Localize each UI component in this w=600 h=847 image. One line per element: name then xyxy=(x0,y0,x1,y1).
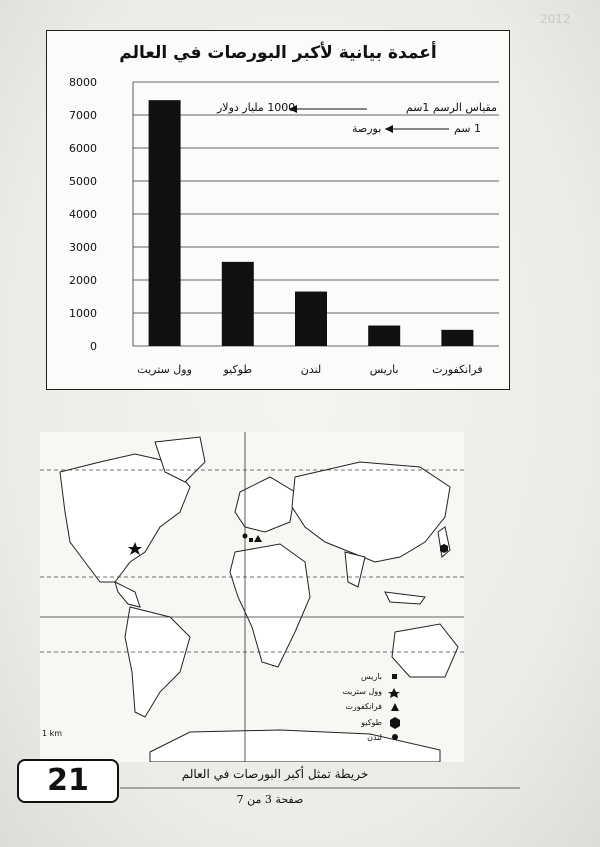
legend-paris-label: باريس xyxy=(361,672,382,681)
scale-note-2-right: بورصة xyxy=(352,122,382,135)
london-circle-icon xyxy=(242,533,248,539)
antarctica-shape xyxy=(149,729,441,762)
x-tick-label-4: فرانكفورت xyxy=(432,363,482,376)
scale-note-1-left: مقياس الرسم 1سم xyxy=(405,101,497,114)
question-number-badge: 21 xyxy=(17,759,119,803)
tokyo-hexagon-icon xyxy=(440,544,448,553)
frankfurt-triangle-icon xyxy=(254,535,262,542)
scale-arrowhead-1 xyxy=(289,105,297,113)
legend-circle-icon xyxy=(392,734,398,740)
world-map-drawing xyxy=(40,432,464,762)
legend-frankfurt-label: فرانكفورت xyxy=(345,702,382,711)
bars xyxy=(148,100,474,347)
north-america-shape xyxy=(59,453,191,583)
australia-shape xyxy=(391,623,459,678)
bar-1 xyxy=(221,261,254,346)
x-tick-label-3: باريس xyxy=(370,363,399,376)
y-tick-label-5000: 5000 xyxy=(69,175,97,188)
scale-arrowhead-2 xyxy=(385,125,393,133)
x-tick-label-1: طوكيو xyxy=(222,363,252,376)
wall-street-star-icon xyxy=(128,542,142,555)
map-scale-label: 1 km xyxy=(42,729,63,738)
chart-title: أعمدة بيانية لأكبر البورصات في العالم xyxy=(119,43,437,63)
map-caption: خريطة تمثل أكبر البورصات في العالم xyxy=(181,767,369,781)
central-america-shape xyxy=(114,581,141,608)
bar-3 xyxy=(368,325,401,346)
x-tick-label-0: وول ستريت xyxy=(137,363,192,376)
y-tick-label-4000: 4000 xyxy=(69,208,97,221)
world-map: باريس وول ستريت فرانكفورت طوكيو لندن 1 k… xyxy=(40,432,464,762)
bar-2 xyxy=(295,291,327,346)
x-tick-labels: وول ستريت طوكيو لندن باريس فرانكفورت xyxy=(137,363,482,376)
india-shape xyxy=(344,551,366,588)
asia-shape xyxy=(291,461,451,563)
y-tick-label-1000: 1000 xyxy=(69,307,97,320)
bar-0 xyxy=(148,100,181,347)
y-tick-labels: 0 1000 2000 3000 4000 5000 6000 7000 8000 xyxy=(69,76,97,353)
legend-wall-street-label: وول ستريت xyxy=(342,687,382,696)
scale-note-2-left: 1 سم xyxy=(453,122,481,135)
y-tick-label-2000: 2000 xyxy=(69,274,97,287)
y-tick-label-8000: 8000 xyxy=(69,76,97,89)
scale-note-1-right: 1000 مليار دولار xyxy=(217,101,296,114)
south-america-shape xyxy=(124,606,191,718)
paris-square-icon xyxy=(249,538,253,542)
bar-4 xyxy=(441,329,474,346)
legend-star-icon xyxy=(388,688,400,698)
page-number: صفحة 3 من 7 xyxy=(236,793,304,806)
y-tick-label-0: 0 xyxy=(90,340,97,353)
y-tick-label-6000: 6000 xyxy=(69,142,97,155)
y-tick-label-7000: 7000 xyxy=(69,109,97,122)
indonesia-shape xyxy=(384,591,426,605)
x-tick-label-2: لندن xyxy=(301,363,322,376)
legend-hexagon-icon xyxy=(390,717,400,729)
scale-note-arrows xyxy=(289,105,449,133)
bar-chart-panel: أعمدة بيانية لأكبر البورصات في العالم 0 1… xyxy=(46,30,510,390)
header-ghost-text: 2012 xyxy=(540,12,571,26)
legend-square-icon xyxy=(392,674,397,679)
bar-chart: 0 1000 2000 3000 4000 5000 6000 7000 8000 وول ست… xyxy=(69,76,499,376)
legend-london-label: لندن xyxy=(367,733,382,742)
africa-shape xyxy=(229,543,311,668)
europe-shape xyxy=(234,476,296,533)
legend-triangle-icon xyxy=(391,703,399,711)
legend-tokyo-label: طوكيو xyxy=(361,718,382,727)
y-tick-label-3000: 3000 xyxy=(69,241,97,254)
greenland-shape xyxy=(154,436,206,483)
